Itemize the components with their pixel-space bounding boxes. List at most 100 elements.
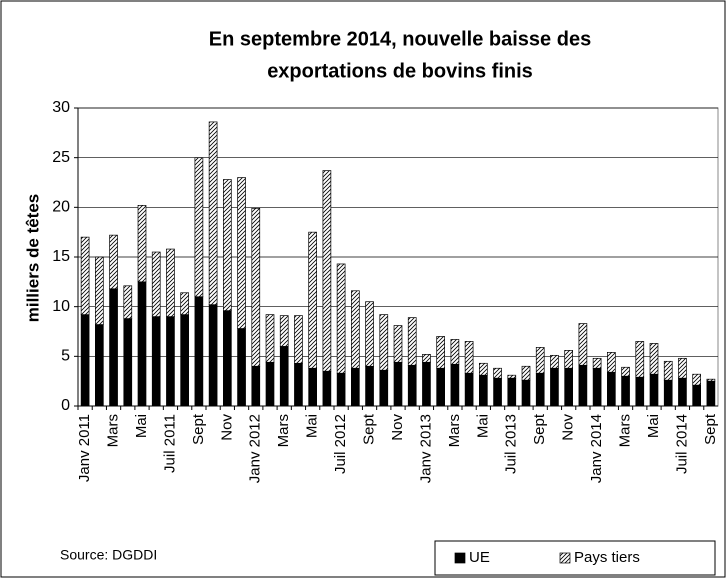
bar-segment: [194, 296, 204, 407]
bar-segment: [521, 365, 531, 381]
bar-segment: [208, 121, 218, 306]
x-tick-label: Sept: [190, 413, 207, 445]
bar-segment: [109, 234, 118, 290]
bar-segment: [607, 352, 616, 373]
x-tick-label: Mars: [617, 414, 634, 447]
bar-segment: [678, 377, 687, 407]
bar-segment: [607, 371, 616, 407]
bar-segment: [80, 236, 90, 315]
bar-segment: [564, 367, 573, 407]
x-tick-label: Mai: [133, 414, 150, 438]
x-tick-label: Sept: [361, 413, 378, 445]
bar-segment: [379, 314, 389, 371]
bar-segment: [678, 357, 687, 379]
bar-segment: [151, 316, 161, 407]
bar-segment: [649, 373, 659, 407]
bar-segment: [365, 301, 374, 367]
bar-segment: [265, 361, 275, 407]
bar-segment: [379, 369, 389, 407]
bar-segment: [237, 328, 246, 407]
bar-segment: [592, 367, 602, 407]
bar-segment: [564, 350, 573, 369]
x-tick-label: Nov: [560, 414, 577, 441]
bar-segment: [322, 170, 332, 372]
legend-label: UE: [469, 549, 490, 566]
bar-segment: [578, 364, 588, 407]
bar-segment: [393, 325, 403, 363]
bar-segment: [706, 378, 716, 382]
bar-segment: [663, 379, 673, 407]
bar-segment: [393, 361, 403, 407]
bar-segment: [95, 324, 104, 407]
bar-segment: [493, 377, 502, 407]
bar-segment: [407, 317, 417, 366]
bar-segment: [493, 367, 502, 379]
bar-segment: [621, 375, 630, 407]
bar-segment: [479, 362, 488, 376]
bar-segment: [80, 314, 90, 407]
x-tick-label: Janv 2011: [76, 414, 93, 482]
legend-swatch: [454, 552, 466, 564]
bar-segment: [535, 372, 545, 407]
x-tick-label: Mars: [446, 414, 463, 447]
bar-segment: [208, 304, 218, 407]
bar-segment: [336, 372, 346, 407]
bar-segment: [365, 365, 374, 407]
bar-segment: [450, 363, 460, 407]
y-axis-label: milliers de têtes: [23, 194, 42, 323]
bar-segment: [223, 310, 232, 407]
bar-segment: [322, 370, 332, 407]
bar-segment: [507, 377, 517, 407]
bar-segment: [578, 323, 588, 366]
bar-segment: [166, 248, 175, 317]
bar-segment: [95, 256, 104, 325]
x-tick-label: Sept: [702, 413, 719, 445]
bar-segment: [535, 347, 545, 374]
bar-segment: [507, 374, 517, 379]
x-tick-label: Juil 2012: [332, 414, 349, 474]
x-tick-label: Sept: [531, 413, 548, 445]
bar-segment: [294, 362, 303, 407]
bar-segment: [621, 366, 630, 377]
bar-segment: [123, 318, 133, 407]
bar-segment: [123, 285, 133, 319]
legend-label: Pays tiers: [574, 549, 640, 566]
y-tick-label: 25: [52, 149, 70, 166]
bar-segment: [109, 288, 118, 407]
bar-segment: [422, 361, 431, 407]
bar-segment: [450, 339, 460, 365]
x-tick-label: Juil 2014: [673, 414, 690, 474]
source: Source: DGDDI: [60, 547, 157, 563]
legend-swatch: [559, 552, 571, 564]
bar-segment: [407, 364, 417, 407]
bar-segment: [706, 380, 716, 407]
bar-segment: [436, 336, 445, 369]
x-tick-label: Juil 2011: [161, 414, 178, 473]
bar-segment: [194, 157, 204, 298]
bar-segment: [279, 315, 289, 347]
y-tick-label: 20: [52, 199, 70, 216]
bar-segment: [151, 251, 161, 317]
bar-segment: [635, 341, 645, 378]
bar-segment: [550, 354, 559, 369]
bar-segment: [464, 372, 474, 407]
bar-segment: [351, 367, 360, 407]
chart-title: En septembre 2014, nouvelle baisse des: [209, 28, 591, 50]
bar-segment: [436, 367, 445, 407]
y-tick-label: 30: [52, 99, 70, 116]
bar-segment: [635, 376, 645, 407]
bar-segment: [308, 231, 317, 369]
bar-segment: [166, 316, 175, 407]
bar-segment: [663, 360, 673, 381]
bar-segment: [137, 204, 147, 283]
x-tick-label: Mars: [275, 414, 292, 447]
bar-segment: [251, 207, 261, 367]
bar-segment: [180, 292, 189, 315]
y-tick-label: 15: [52, 248, 70, 265]
bar-segment: [137, 281, 147, 407]
x-tick-label: Nov: [218, 414, 235, 441]
bar-segment: [422, 353, 431, 363]
bar-segment: [223, 179, 232, 311]
bar-segment: [308, 367, 317, 407]
